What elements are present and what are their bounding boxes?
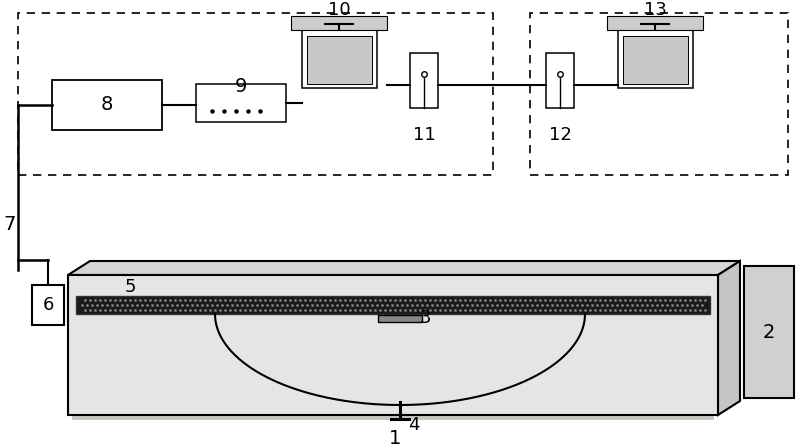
Bar: [410, 53, 438, 108]
Bar: [623, 36, 688, 84]
Bar: [196, 84, 286, 122]
Text: 3: 3: [419, 309, 430, 327]
Text: 2: 2: [763, 322, 775, 341]
Bar: [72, 354, 714, 376]
Text: 12: 12: [549, 126, 571, 144]
Bar: [52, 80, 162, 130]
Text: 8: 8: [101, 95, 113, 115]
Bar: [744, 266, 794, 398]
Bar: [618, 30, 693, 88]
Bar: [302, 30, 377, 88]
Text: 6: 6: [42, 296, 54, 314]
Text: 4: 4: [408, 416, 420, 434]
Bar: [378, 315, 422, 322]
Text: 1: 1: [389, 428, 401, 444]
Bar: [307, 36, 372, 84]
Bar: [607, 16, 703, 30]
Polygon shape: [68, 261, 740, 275]
Text: 13: 13: [643, 1, 666, 19]
Text: 10: 10: [328, 1, 350, 19]
Bar: [18, 13, 493, 175]
Bar: [72, 398, 714, 420]
Text: 5: 5: [124, 278, 136, 296]
Bar: [291, 16, 387, 30]
Polygon shape: [718, 261, 740, 415]
Bar: [68, 275, 718, 415]
Bar: [72, 376, 714, 398]
Bar: [72, 310, 714, 332]
Bar: [32, 285, 64, 325]
Bar: [72, 332, 714, 354]
Text: 11: 11: [413, 126, 435, 144]
Bar: [530, 13, 788, 175]
Text: 7: 7: [4, 215, 16, 234]
Text: 9: 9: [235, 76, 247, 95]
Bar: [546, 53, 574, 108]
Bar: [76, 296, 710, 314]
